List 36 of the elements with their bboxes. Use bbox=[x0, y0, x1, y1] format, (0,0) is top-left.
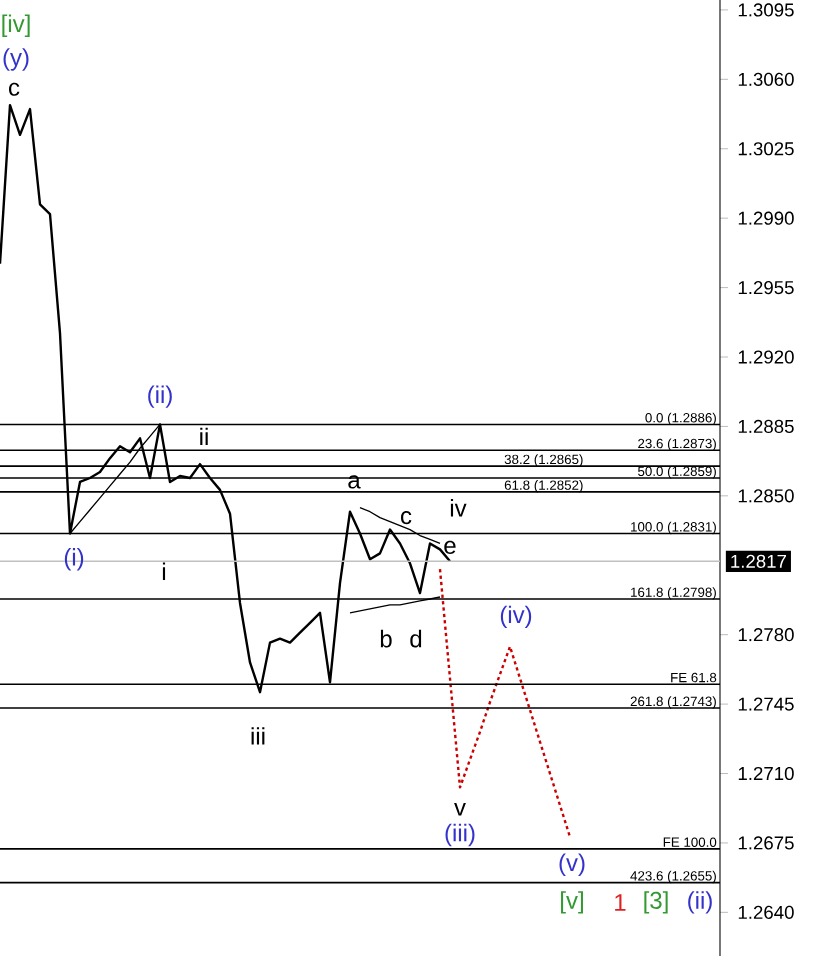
annotation: i bbox=[162, 562, 166, 580]
y-tick-label: 1.2955 bbox=[738, 281, 794, 295]
y-tick-label: 1.2850 bbox=[738, 489, 794, 503]
annotation: (i) bbox=[64, 548, 84, 571]
y-tick-label: 1.3025 bbox=[738, 142, 794, 156]
y-tick-label: 1.3095 bbox=[738, 3, 794, 17]
annotation: c bbox=[9, 82, 20, 96]
annotation: iv bbox=[450, 499, 467, 517]
y-tick-label: 1.3060 bbox=[738, 72, 794, 86]
annotation: [v] bbox=[561, 891, 583, 914]
y-tick-label: 1.2920 bbox=[738, 350, 794, 364]
annotation: (iv) bbox=[500, 605, 532, 629]
annotation: 1 bbox=[615, 894, 626, 911]
annotation: ii bbox=[200, 427, 208, 446]
annotation: [3] bbox=[644, 891, 668, 914]
annotation: (ii) bbox=[148, 385, 172, 408]
annotation: a bbox=[348, 475, 361, 489]
annotation: (y) bbox=[3, 48, 29, 71]
y-tick-label: 1.2745 bbox=[738, 697, 794, 711]
y-tick-label: 1.2885 bbox=[738, 419, 794, 434]
y-tick-label: 1.2675 bbox=[738, 836, 794, 850]
annotation: c bbox=[401, 511, 412, 525]
annotation: e bbox=[444, 540, 456, 554]
ref-line-label: 1.2817 bbox=[731, 554, 787, 568]
annotation: (ii) bbox=[688, 891, 712, 914]
y-tick-label: 1.2990 bbox=[738, 211, 794, 225]
annotation: (v) bbox=[559, 853, 585, 876]
annotation: iii bbox=[251, 727, 265, 745]
annotation: (iii) bbox=[445, 823, 475, 847]
annotation: b bbox=[380, 629, 392, 648]
annotation: d bbox=[410, 629, 422, 648]
annotation: v bbox=[454, 802, 466, 816]
y-tick-label: 1.2780 bbox=[738, 628, 794, 642]
y-tick-label: 1.2640 bbox=[738, 905, 794, 919]
y-tick-label: 1.2710 bbox=[738, 766, 794, 781]
annotation: [iv] bbox=[2, 14, 30, 37]
